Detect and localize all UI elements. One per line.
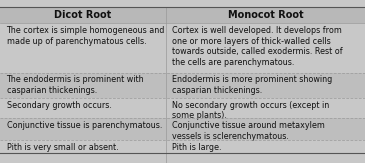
Text: Dicot Root: Dicot Root (54, 10, 112, 20)
Text: The endodermis is prominent with
casparian thickenings.: The endodermis is prominent with caspari… (7, 75, 144, 95)
Text: Secondary growth occurs.: Secondary growth occurs. (7, 101, 111, 110)
Text: Cortex is well developed. It develops from
one or more layers of thick-walled ce: Cortex is well developed. It develops fr… (172, 26, 342, 67)
Bar (0, 73, 365, 98)
Bar (0, 98, 365, 118)
Text: The cortex is simple homogeneous and
made up of parenchymatous cells.: The cortex is simple homogeneous and mad… (7, 26, 165, 45)
Text: Pith is large.: Pith is large. (172, 143, 221, 152)
Bar (0, 23, 365, 73)
Bar (0, 118, 365, 140)
Text: No secondary growth occurs (except in
some plants).: No secondary growth occurs (except in so… (172, 101, 329, 120)
Text: Endodermis is more prominent showing
casparian thickenings.: Endodermis is more prominent showing cas… (172, 75, 332, 95)
Text: Monocot Root: Monocot Root (228, 10, 303, 20)
Text: Conjunctive tissue is parenchymatous.: Conjunctive tissue is parenchymatous. (7, 121, 162, 130)
Text: Conjunctive tissue around metaxylem
vessels is sclerenchymatous.: Conjunctive tissue around metaxylem vess… (172, 121, 324, 141)
Bar (0, 7, 365, 23)
Bar (0, 140, 365, 153)
Text: Pith is very small or absent.: Pith is very small or absent. (7, 143, 118, 152)
